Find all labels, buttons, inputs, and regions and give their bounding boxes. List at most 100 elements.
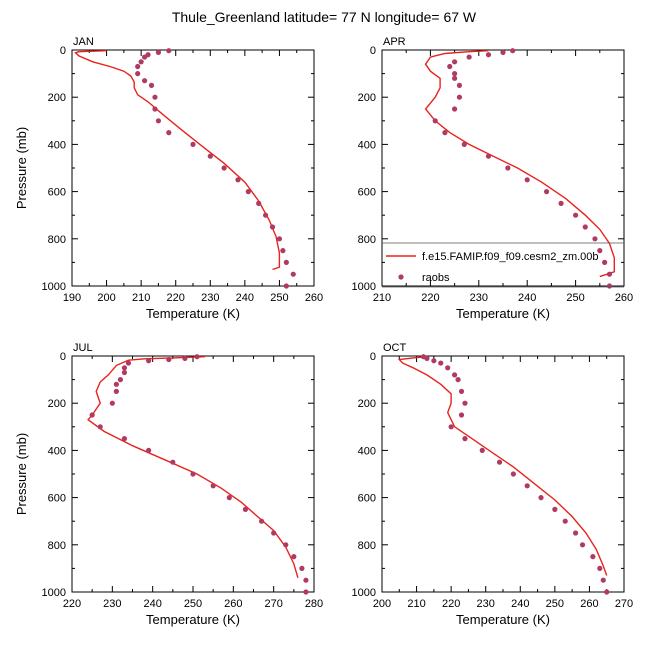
raobs-point <box>146 447 152 453</box>
x-tick-label: 240 <box>518 292 536 304</box>
panel-label: OCT <box>383 342 407 354</box>
raobs-point <box>283 283 289 289</box>
model-profile-line <box>397 356 608 576</box>
raobs-point <box>442 130 448 136</box>
raobs-point <box>271 530 277 536</box>
raobs-point <box>280 248 286 254</box>
plot-frame <box>381 355 625 593</box>
x-tick-label: 240 <box>143 598 161 610</box>
raobs-point <box>125 360 132 366</box>
raobs-point <box>558 200 564 206</box>
y-tick-label: 200 <box>358 92 376 104</box>
y-axis-label: Pressure (mb) <box>14 433 29 515</box>
y-tick-label: 600 <box>358 493 376 505</box>
raobs-point <box>510 471 516 477</box>
raobs-point <box>290 271 296 277</box>
x-tick-label: 230 <box>201 292 219 304</box>
panel-jan: 190 200 210 220 230 240 250 260 0 200 400 600 800 100… <box>14 36 323 321</box>
raobs-point <box>135 71 141 77</box>
raobs-point <box>269 224 276 230</box>
raobs-point <box>552 506 558 512</box>
x-tick-label: 230 <box>477 598 495 610</box>
x-tick-label: 200 <box>373 598 391 610</box>
raobs-point <box>142 54 148 60</box>
x-tick-label: 270 <box>615 598 633 610</box>
raobs-point <box>148 82 155 88</box>
raobs-point <box>170 459 176 465</box>
raobs-point <box>210 483 216 489</box>
x-axis-label: Temperature (K) <box>146 306 240 321</box>
raobs-point <box>207 153 213 159</box>
raobs-point <box>303 577 309 583</box>
raobs-point <box>299 565 305 572</box>
raobs-point <box>500 49 506 55</box>
raobs-point <box>242 506 249 512</box>
y-tick-label: 200 <box>48 92 66 104</box>
y-tick-label: 200 <box>48 398 66 410</box>
raobs-point <box>538 495 544 501</box>
y-tick-label: 0 <box>370 45 376 57</box>
raobs-point <box>505 165 511 171</box>
raobs-point <box>562 518 568 524</box>
raobs-point <box>604 589 610 595</box>
raobs-point <box>602 259 608 265</box>
raobs-point <box>182 355 188 361</box>
panel-apr: 210 220 230 240 250 260 0 200 400 600 800 1000 APR Te… <box>352 36 634 321</box>
x-tick-label: 190 <box>63 292 81 304</box>
raobs-point <box>194 354 200 360</box>
x-tick-label: 250 <box>184 598 202 610</box>
legend-label: f.e15.FAMIP.f09_f09.cesm2_zm.00b <box>422 251 599 263</box>
raobs-point <box>452 372 458 378</box>
model-profile-line <box>424 50 615 278</box>
y-tick-label: 1000 <box>352 281 376 293</box>
y-axis-label: Pressure (mb) <box>14 127 29 209</box>
raobs-point <box>152 94 158 100</box>
y-tick-label: 800 <box>358 234 376 246</box>
plot-frame <box>71 49 315 287</box>
x-tick-label: 260 <box>615 292 633 304</box>
raobs-point <box>438 360 444 366</box>
raobs-point <box>89 412 95 418</box>
raobs-point <box>431 358 437 364</box>
raobs-point <box>190 471 196 477</box>
raobs-point <box>135 63 141 70</box>
raobs-point <box>573 212 579 218</box>
x-axis-label: Temperature (K) <box>146 612 240 627</box>
raobs-point <box>606 271 613 277</box>
raobs-point <box>592 236 598 242</box>
raobs-point <box>462 436 468 442</box>
raobs-point <box>190 141 196 147</box>
x-tick-label: 210 <box>132 292 150 304</box>
raobs-point <box>121 369 128 376</box>
raobs-point <box>456 82 463 88</box>
y-tick-label: 200 <box>358 398 376 410</box>
y-tick-label: 600 <box>358 187 376 199</box>
x-tick-label: 280 <box>305 598 323 610</box>
raobs-point <box>166 48 172 54</box>
panel-label: APR <box>383 36 406 48</box>
legend-marker-swatch <box>398 274 404 280</box>
raobs-point <box>155 118 162 124</box>
raobs-point <box>458 388 465 394</box>
raobs-point <box>590 554 596 560</box>
raobs-point <box>458 412 465 418</box>
y-tick-label: 400 <box>358 139 376 151</box>
raobs-point <box>138 59 144 65</box>
raobs-point <box>524 483 530 489</box>
x-tick-label: 210 <box>373 292 391 304</box>
x-tick-label: 250 <box>270 292 288 304</box>
x-tick-label: 250 <box>546 598 564 610</box>
raobs-point <box>485 153 492 159</box>
raobs-point <box>432 118 438 124</box>
panel-jul: 220 230 240 250 260 270 280 0 200 400 600 800 1000 JU… <box>14 342 323 627</box>
x-tick-label: 240 <box>511 598 529 610</box>
raobs-point <box>291 554 297 560</box>
raobs-point <box>117 377 123 383</box>
raobs-point <box>600 577 606 583</box>
y-tick-label: 800 <box>48 540 66 552</box>
x-tick-label: 270 <box>264 598 282 610</box>
y-tick-label: 1000 <box>42 281 66 293</box>
y-tick-label: 400 <box>48 445 66 457</box>
raobs-point <box>461 141 467 147</box>
